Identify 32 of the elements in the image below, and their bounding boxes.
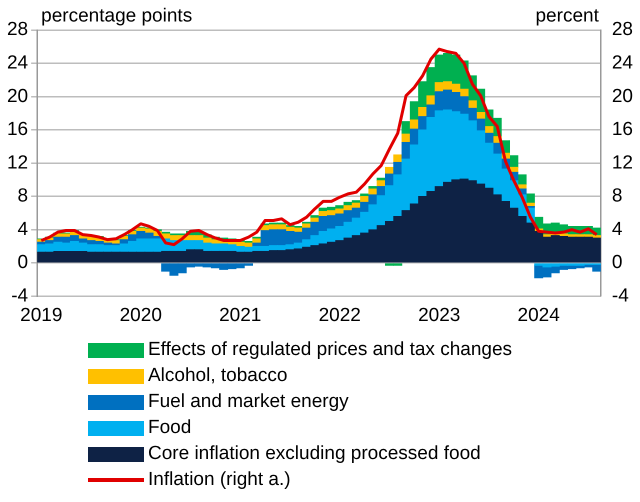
y-tick-label: 8 [18, 186, 28, 207]
y-tick-label: 0 [18, 252, 28, 274]
x-tick-label: 2022 [318, 304, 361, 326]
x-tick-label: 2024 [518, 304, 560, 326]
y-tick-label: 24 [6, 52, 29, 74]
y2-tick-label: 12 [612, 152, 634, 174]
y-axis-title: percentage points [41, 6, 192, 27]
y-tick-label: 20 [6, 86, 28, 107]
y2-tick-label: 4 [612, 218, 623, 240]
y2-tick-label: -4 [612, 285, 630, 306]
y2-tick-label: 24 [612, 52, 634, 74]
x-tick-label: 2019 [20, 304, 62, 326]
y-tick-label: -4 [11, 285, 29, 306]
y2-axis-title: percent [535, 6, 600, 27]
x-tick-label: 2021 [219, 304, 262, 326]
y-tick-label: 12 [6, 152, 28, 174]
y-tick-label: 4 [18, 218, 29, 240]
x-tick-label: 2023 [418, 304, 460, 326]
legend-label: Fuel and market energy [148, 391, 349, 413]
x-tick-label: 2020 [120, 304, 162, 326]
y2-tick-label: 28 [612, 19, 634, 40]
legend-label: Food [148, 417, 192, 439]
legend-label: Effects of regulated prices and tax changes [148, 339, 512, 361]
y2-tick-label: 0 [612, 252, 622, 274]
y-tick-label: 16 [6, 119, 28, 140]
y2-tick-label: 8 [612, 186, 622, 207]
legend-label: Inflation (right a.) [148, 469, 291, 491]
y2-tick-label: 20 [612, 86, 634, 107]
y-tick-label: 28 [6, 19, 28, 40]
legend-label: Alcohol, tobacco [148, 365, 288, 387]
legend-label: Core inflation excluding processed food [148, 443, 481, 465]
y2-tick-label: 16 [612, 119, 634, 140]
